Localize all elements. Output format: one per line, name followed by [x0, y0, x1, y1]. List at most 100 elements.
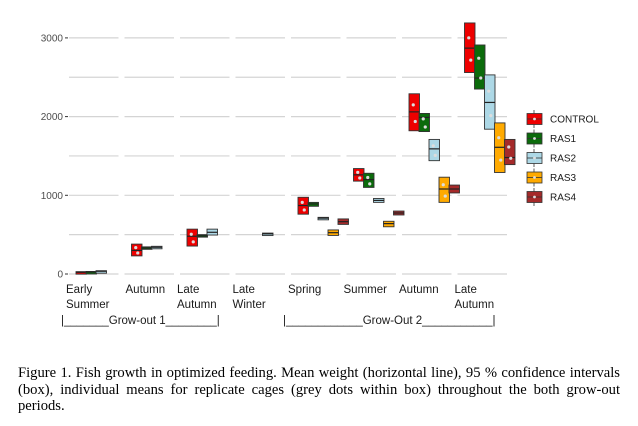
replicate-dot	[469, 58, 473, 62]
replicate-dot	[191, 240, 195, 244]
y-axis: 0 1000 2000 3000	[41, 33, 68, 281]
replicate-dot	[136, 251, 140, 255]
legend: CONTROL RAS1 RAS2 RAS3 RAS4	[526, 110, 599, 206]
y-tick-label: 2000	[41, 112, 64, 123]
legend-item-ras3: RAS3	[526, 168, 577, 187]
box-control	[75, 271, 87, 275]
x-category-label: Late	[177, 284, 199, 296]
box-ras4	[504, 138, 516, 166]
replicate-dot	[443, 194, 447, 198]
box-ras1	[141, 246, 153, 250]
replicate-dot	[423, 125, 427, 129]
box-ras4	[448, 184, 460, 194]
replicate-dot	[421, 117, 425, 121]
fish-growth-boxplot: 0 1000 2000 3000 Early Summer Autumn Late Autum…	[41, 22, 599, 327]
replicate-dot	[411, 103, 415, 107]
x-category-label: Summer	[66, 299, 110, 311]
replicate-dot	[479, 76, 483, 80]
box-control	[131, 243, 143, 257]
legend-item-ras4: RAS4	[526, 188, 577, 206]
box-control	[408, 93, 420, 132]
ci-box	[504, 138, 516, 166]
box-control	[186, 228, 198, 247]
x-category-label: Winter	[233, 299, 266, 311]
legend-dot	[533, 117, 536, 121]
replicate-dot	[358, 176, 362, 180]
x-category-label: Autumn	[177, 299, 217, 311]
replicate-dot	[499, 158, 503, 162]
replicate-dot	[302, 208, 306, 212]
box-ras4	[337, 218, 349, 225]
replicate-dot	[497, 136, 501, 140]
box-ras3	[438, 176, 450, 203]
replicate-dot	[467, 36, 471, 40]
x-category-label: Late	[233, 284, 255, 296]
replicate-dot	[356, 170, 360, 174]
box-control	[353, 168, 365, 182]
replicate-dot	[433, 153, 437, 157]
legend-label: RAS1	[550, 134, 577, 145]
box-ras2	[317, 216, 329, 221]
box-ras2	[151, 245, 163, 250]
box-ras2	[428, 138, 440, 162]
box-ras2	[206, 228, 218, 236]
box-ras2	[95, 270, 107, 274]
y-tick-label: 1000	[41, 191, 64, 202]
ci-box	[363, 172, 375, 188]
y-tick-label: 0	[57, 270, 63, 281]
replicate-dot	[431, 144, 435, 148]
x-category-label: Autumn	[399, 284, 439, 296]
box-control	[297, 196, 309, 215]
box-ras1	[85, 271, 97, 275]
x-category-label: Autumn	[126, 284, 166, 296]
replicate-dot	[366, 175, 370, 180]
box-ras1	[418, 113, 430, 133]
y-tick-label: 3000	[41, 33, 64, 44]
legend-label: CONTROL	[550, 115, 599, 126]
box-ras2	[262, 232, 274, 237]
box-ras3	[494, 122, 506, 173]
legend-label: RAS3	[550, 173, 577, 184]
box-control	[464, 22, 476, 73]
replicate-dot	[487, 89, 491, 93]
legend-dot	[533, 176, 536, 179]
replicate-dot	[300, 200, 304, 204]
replicate-dot	[189, 232, 193, 236]
ci-box	[474, 44, 486, 90]
ci-box	[186, 228, 198, 247]
replicate-dot	[507, 145, 511, 149]
period-label: |_______Grow-out 1________|	[61, 315, 220, 327]
legend-dot	[533, 156, 536, 160]
ci-box	[418, 113, 430, 133]
replicate-dot	[489, 114, 493, 118]
legend-label: RAS2	[550, 154, 577, 165]
x-category-label: Spring	[288, 284, 321, 296]
box-ras1	[196, 234, 208, 238]
box-ras2	[484, 74, 496, 130]
x-axis: Early Summer Autumn Late Autumn Late Winter Spr…	[66, 284, 494, 311]
box-ras3	[383, 220, 395, 228]
ci-box	[428, 138, 440, 162]
box-ras1	[474, 44, 486, 90]
period-labels: |_______Grow-out 1________| |____________…	[61, 315, 496, 327]
legend-label: RAS4	[550, 193, 577, 204]
replicate-dot	[134, 246, 138, 250]
legend-dot	[533, 137, 536, 140]
plot-area	[75, 22, 516, 275]
replicate-dot	[477, 56, 481, 60]
box-ras4	[393, 210, 405, 216]
legend-dot	[533, 195, 536, 199]
x-category-label: Summer	[344, 284, 388, 296]
figure-caption: Figure 1. Fish growth in optimized feedi…	[18, 365, 620, 414]
replicate-dot	[413, 119, 417, 124]
box-ras3	[327, 229, 339, 236]
legend-item-ras2: RAS2	[526, 149, 577, 167]
legend-item-control: CONTROL	[526, 110, 599, 128]
x-category-label: Autumn	[455, 299, 495, 311]
box-ras2	[373, 197, 385, 203]
ci-box	[438, 176, 450, 203]
x-category-label: Early	[66, 284, 92, 296]
box-ras1	[363, 172, 375, 188]
gridlines	[69, 37, 507, 275]
replicate-dot	[509, 156, 513, 160]
